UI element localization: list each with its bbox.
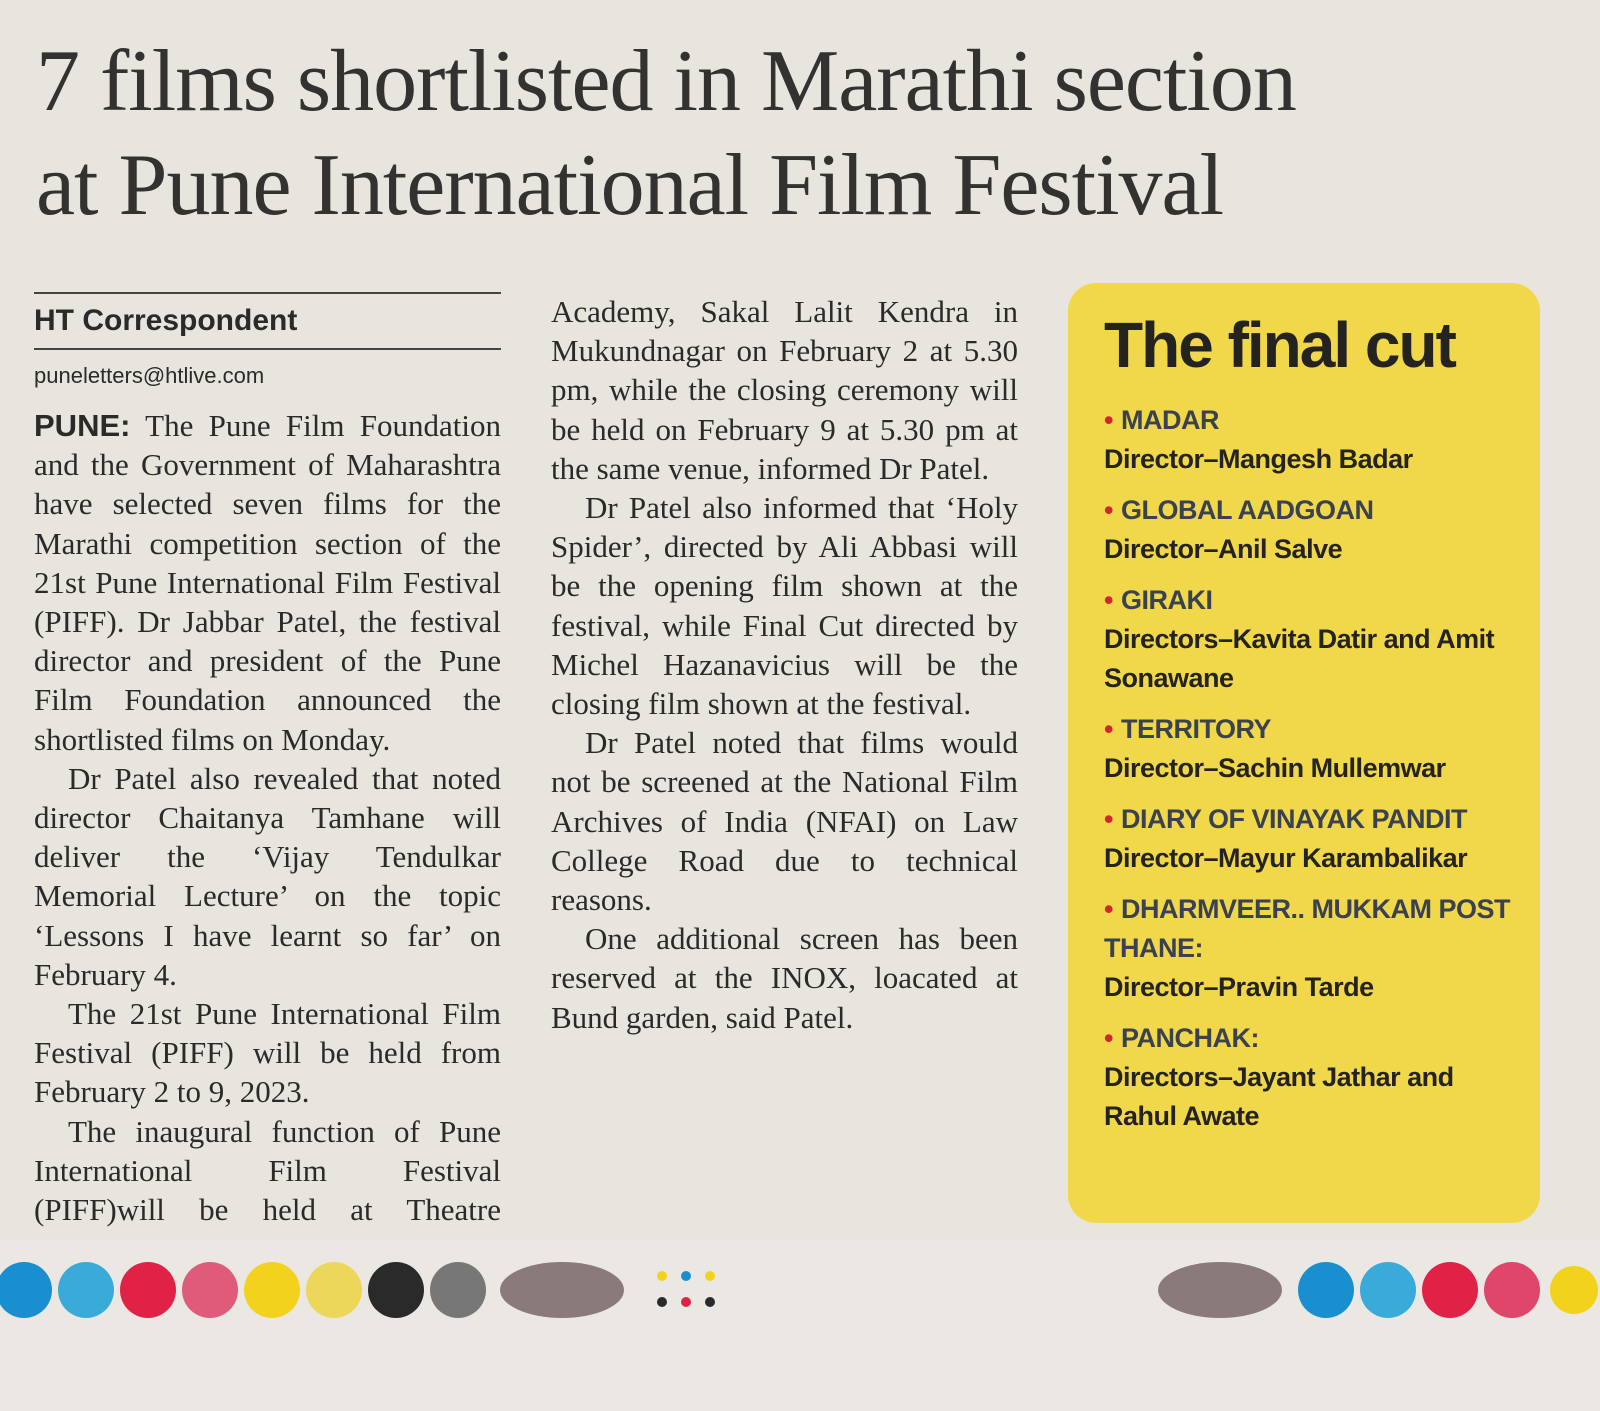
paragraph: The inaugural function of Pune Internati… xyxy=(34,292,1018,1242)
color-strip xyxy=(0,1240,1600,1411)
film-entry: GIRAKI Directors–Kavita Datir and Amit So… xyxy=(1104,581,1510,698)
paragraph-text: Dr Patel also revealed that noted direct… xyxy=(34,760,501,992)
paragraph-text: Dr Patel also informed that ‘Holy Spider… xyxy=(551,490,1018,722)
film-title: GIRAKI xyxy=(1104,581,1510,620)
film-director: Director–Mayur Karambalikar xyxy=(1104,843,1468,873)
sidebar-title: The final cut xyxy=(1104,309,1457,381)
film-director: Directors–Kavita Datir and Amit Sonawane xyxy=(1104,624,1495,693)
dateline: PUNE: xyxy=(34,408,131,443)
headline: 7 films shortlisted in Marathi section a… xyxy=(36,30,1566,238)
email: puneletters@htlive.com xyxy=(34,363,265,388)
paragraph: PUNE: The Pune Film Foundation and the G… xyxy=(34,406,501,759)
film-title: MADAR xyxy=(1104,401,1510,440)
paragraph: Dr Patel noted that films would not be s… xyxy=(551,723,1018,919)
film-title: DIARY OF VINAYAK PANDIT xyxy=(1104,800,1510,839)
film-title: GLOBAL AADGOAN xyxy=(1104,491,1510,530)
film-entry: TERRITORY Director–Sachin Mullemwar xyxy=(1104,710,1510,788)
paragraph: Dr Patel also revealed that noted direct… xyxy=(34,759,501,994)
film-director: Director–Anil Salve xyxy=(1104,534,1343,564)
film-entry: DIARY OF VINAYAK PANDIT Director–Mayur Ka… xyxy=(1104,800,1510,878)
article-body: HT Correspondent puneletters@htlive.com … xyxy=(34,292,1018,1242)
byline: HT Correspondent xyxy=(34,292,501,350)
paragraph-text: The 21st Pune International Film Festiva… xyxy=(34,996,501,1110)
film-director: Director–Sachin Mullemwar xyxy=(1104,753,1446,783)
film-title: TERRITORY xyxy=(1104,710,1510,749)
film-director: Director–Pravin Tarde xyxy=(1104,972,1374,1002)
film-title: PANCHAK: xyxy=(1104,1019,1510,1058)
headline-line: at Pune International Film Festival xyxy=(36,137,1224,234)
sidebar: The final cut MADAR Director–Mangesh Bada… xyxy=(1068,283,1540,1223)
film-entry: GLOBAL AADGOAN Director–Anil Salve xyxy=(1104,491,1510,569)
headline-line: 7 films shortlisted in Marathi section xyxy=(36,33,1297,130)
film-entry: PANCHAK: Directors–Jayant Jathar and Rahu… xyxy=(1104,1019,1510,1136)
film-entry: DHARMVEER.. MUKKAM POST THANE: Director–P… xyxy=(1104,890,1510,1007)
film-director: Directors–Jayant Jathar and Rahul Awate xyxy=(1104,1062,1454,1131)
film-director: Director–Mangesh Badar xyxy=(1104,444,1413,474)
film-title: DHARMVEER.. MUKKAM POST THANE: xyxy=(1104,890,1510,968)
paragraph: The 21st Pune International Film Festiva… xyxy=(34,994,501,1112)
paragraph-text: Dr Patel noted that films would not be s… xyxy=(551,725,1018,918)
film-entry: MADAR Director–Mangesh Badar xyxy=(1104,401,1510,479)
paragraph-text: One additional screen has been reserved … xyxy=(551,921,1018,1035)
paragraph-text: The inaugural function of Pune Internati… xyxy=(34,294,1018,1228)
paragraph-text: The Pune Film Foundation and the Governm… xyxy=(34,408,501,757)
paragraph: Dr Patel also informed that ‘Holy Spider… xyxy=(551,488,1018,723)
paragraph: One additional screen has been reserved … xyxy=(551,919,1018,1037)
